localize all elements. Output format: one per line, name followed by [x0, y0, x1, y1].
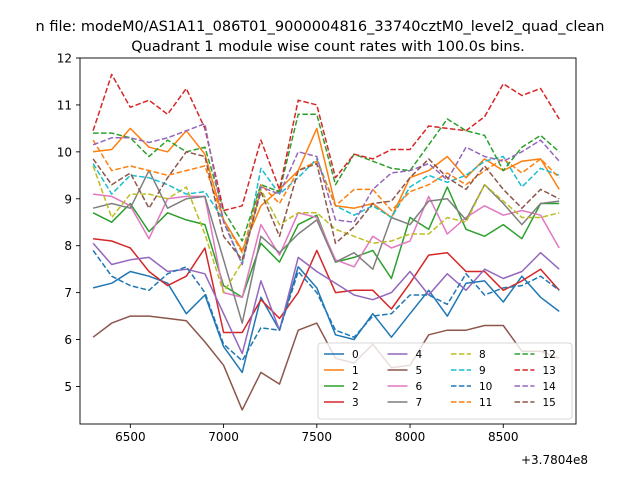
y-tick-label: 11 [57, 98, 72, 112]
x-tick-label: 6500 [115, 430, 146, 444]
series-line-3 [93, 237, 560, 334]
y-tick-label: 9 [64, 192, 72, 206]
y-tick-label: 7 [64, 286, 72, 300]
x-tick-label: 7000 [208, 430, 239, 444]
legend-label-10: 10 [479, 381, 492, 393]
chart-suptitle: n file: modeM0/AS1A11_086T01_9000004816_… [36, 19, 605, 35]
x-tick-label: 7500 [302, 430, 333, 444]
axes-frame [79, 57, 577, 425]
series-line-8 [92, 165, 560, 294]
y-tick-label: 12 [57, 52, 72, 66]
series-line-12 [93, 113, 560, 242]
x-tick-label: 8500 [488, 430, 519, 444]
chart-title: Quadrant 1 module wise count rates with … [131, 39, 525, 55]
series-line-4 [92, 242, 560, 355]
legend-label-0: 0 [352, 349, 359, 361]
legend-label-8: 8 [479, 349, 486, 361]
legend-label-1: 1 [352, 365, 359, 377]
legend-label-3: 3 [352, 397, 359, 409]
y-tick-label: 5 [64, 380, 72, 394]
legend-label-14: 14 [543, 381, 557, 393]
series-line-14 [92, 122, 560, 266]
series-line-15 [92, 151, 560, 261]
series-line-7 [92, 169, 560, 324]
series-line-5 [92, 315, 560, 411]
series-line-6 [93, 193, 560, 299]
legend-label-5: 5 [416, 365, 423, 377]
y-tick-label: 10 [57, 145, 72, 159]
series-line-1 [93, 127, 560, 252]
x-offset-text: +3.7804e8 [521, 453, 588, 467]
legend-label-12: 12 [543, 349, 556, 361]
y-tick-label: 6 [64, 333, 72, 347]
y-tick-label: 8 [64, 239, 72, 253]
legend-label-13: 13 [543, 365, 556, 377]
series-line-10 [92, 249, 560, 362]
legend-label-7: 7 [416, 397, 423, 409]
series-line-11 [92, 139, 560, 254]
legend-label-4: 4 [416, 349, 423, 361]
legend-label-11: 11 [479, 397, 492, 409]
legend-label-2: 2 [352, 381, 359, 393]
x-tick-label: 8000 [395, 430, 426, 444]
legend-label-9: 9 [479, 365, 486, 377]
series-line-13 [92, 73, 560, 212]
legend-label-15: 15 [543, 397, 556, 409]
legend-box [317, 342, 573, 420]
legend-label-6: 6 [416, 381, 423, 393]
